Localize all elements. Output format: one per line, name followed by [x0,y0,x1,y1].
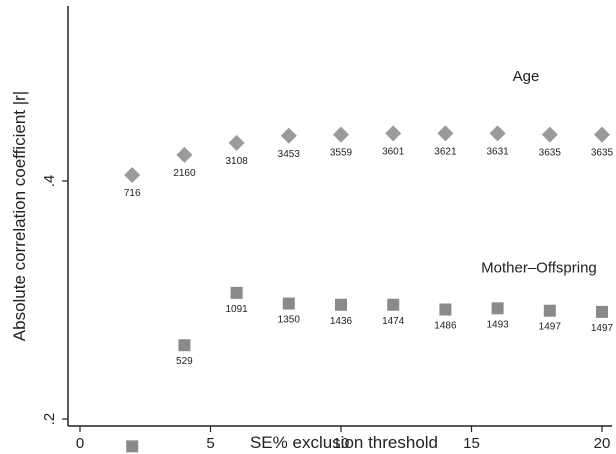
data-point [282,297,295,310]
annotations: TRFAgeMother–Offspring [481,68,597,277]
data-point [230,286,243,299]
data-point [333,126,349,143]
data-point [280,127,297,144]
data-point [335,298,347,311]
y-tick-label: .4 [41,175,58,188]
data-label: 3621 [434,146,457,157]
data-label: 1486 [434,321,457,332]
data-point [228,134,245,151]
x-axis-title: SE% exclusion threshold [250,433,438,452]
data-point [439,303,452,316]
data-label: 3559 [330,148,353,159]
data-marks: 3910717018418919071621603108345335593601… [124,125,614,454]
data-point [176,146,193,163]
data-point [543,304,556,317]
data-label: 1350 [278,315,301,326]
x-tick-label: 10 [333,435,350,452]
y-axis-title: Absolute correlation coefficient |r| [10,91,29,341]
series-diamond: 716 2160 3108 3453 3559 3601 3621 3631 3635 3635 [124,125,614,199]
data-label: 529 [176,356,193,367]
x-tick-label: 0 [76,435,84,452]
data-label: 716 [124,188,141,199]
data-point [126,440,139,453]
y-tick-label: .2 [41,413,58,426]
data-label: 3453 [278,149,301,160]
data-point [491,302,504,315]
series-square: 6052910911350143614741486149314971497 [126,286,614,454]
data-point [596,305,608,318]
data-point [178,339,191,352]
data-label: 1091 [225,304,248,315]
data-label: 1493 [486,319,509,330]
data-point [385,125,402,142]
x-tick-label: 15 [463,435,480,452]
data-label: 1436 [330,316,353,327]
series-label: Mother–Offspring [481,260,597,277]
data-label: 3601 [382,146,405,157]
data-point [489,125,506,142]
series-label: Age [513,68,540,85]
data-label: 3631 [486,146,509,157]
x-tick-label: 20 [594,435,611,452]
data-label: 3635 [591,148,614,159]
data-point [437,125,454,142]
data-label: 3108 [225,156,248,167]
data-label: 2160 [173,168,196,179]
data-point [594,126,610,143]
data-point [541,126,558,143]
data-label: 1474 [382,316,405,327]
data-point [387,298,400,311]
data-label: 3635 [539,148,562,159]
data-label: 1497 [539,322,562,333]
data-label: 1497 [591,323,614,334]
x-tick-label: 5 [206,435,214,452]
data-point [124,167,141,184]
